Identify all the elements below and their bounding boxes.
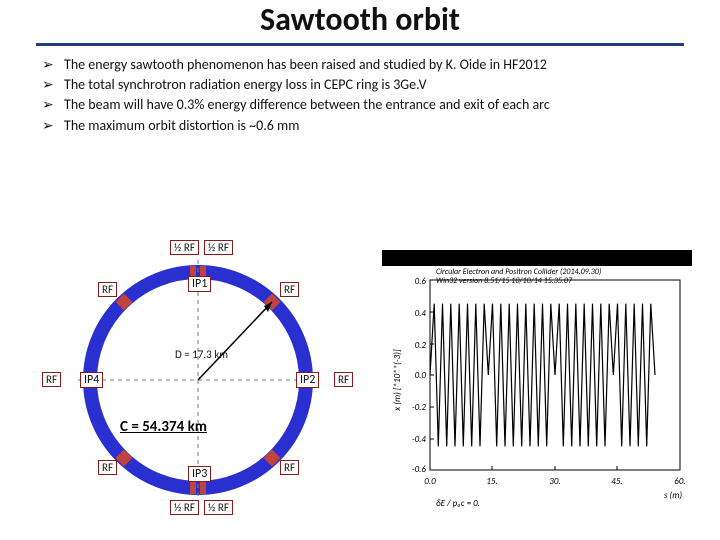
- rf-nw: RF: [98, 282, 117, 297]
- half-rf-top-right: ½ RF: [204, 240, 233, 255]
- rf-ne: RF: [280, 282, 299, 297]
- svg-text:-0.2: -0.2: [412, 402, 427, 413]
- svg-text:-0.6: -0.6: [412, 464, 427, 475]
- rf-e: RF: [334, 372, 353, 387]
- circumference-label: C = 54.374 km: [120, 418, 207, 436]
- rf-sw: RF: [98, 460, 117, 475]
- chart-xlabel: s (m): [664, 490, 682, 501]
- chart-footer: δE / p₀c = 0.: [436, 498, 480, 509]
- ip4-label: IP4: [80, 372, 103, 388]
- chart-subtitle: Win32 version 8.51/15 10/10/14 15.35.07: [436, 276, 573, 286]
- svg-text:15.: 15.: [486, 476, 497, 487]
- title-underline: [36, 43, 684, 46]
- bullet-list: The energy sawtooth phenomenon has been …: [64, 56, 670, 135]
- svg-text:0.6: 0.6: [415, 276, 427, 287]
- rf-se: RF: [280, 460, 299, 475]
- bullet-item: The energy sawtooth phenomenon has been …: [64, 56, 670, 74]
- half-rf-bot-left: ½ RF: [170, 500, 199, 515]
- chart-svg: 0.6 0.4 0.2 0.0 -0.2 -0.4 -0.6 0.0 15. 30. 45. 60…: [382, 250, 692, 510]
- page-title: Sawtooth orbit: [0, 0, 720, 39]
- bullet-item: The maximum orbit distortion is ~0.6 mm: [64, 117, 670, 135]
- ring-diagram: IP1 IP2 IP3 IP4 ½ RF ½ RF ½ RF ½ RF RF R…: [28, 230, 368, 530]
- svg-text:60.: 60.: [674, 476, 685, 487]
- ip2-label: IP2: [296, 372, 319, 388]
- svg-text:-0.4: -0.4: [412, 434, 427, 445]
- svg-text:30.: 30.: [549, 476, 560, 487]
- svg-text:45.: 45.: [611, 476, 622, 487]
- svg-text:0.4: 0.4: [415, 308, 427, 319]
- ip1-label: IP1: [188, 276, 211, 292]
- ip3-label: IP3: [188, 466, 211, 482]
- half-rf-top-left: ½ RF: [170, 240, 199, 255]
- half-rf-bot-right: ½ RF: [204, 500, 233, 515]
- diameter-label: D = 17.3 km: [172, 348, 231, 361]
- svg-text:0.0: 0.0: [424, 476, 436, 487]
- svg-text:0.2: 0.2: [415, 340, 427, 351]
- bullet-item: The beam will have 0.3% energy differenc…: [64, 96, 670, 114]
- chart-ylabel: x (m) [*10**(-3)]: [392, 349, 403, 412]
- bullet-item: The total synchrotron radiation energy l…: [64, 76, 670, 94]
- svg-text:0.0: 0.0: [415, 370, 427, 381]
- rf-w: RF: [42, 372, 61, 387]
- sawtooth-chart: 0.6 0.4 0.2 0.0 -0.2 -0.4 -0.6 0.0 15. 30. 45. 60…: [382, 250, 692, 510]
